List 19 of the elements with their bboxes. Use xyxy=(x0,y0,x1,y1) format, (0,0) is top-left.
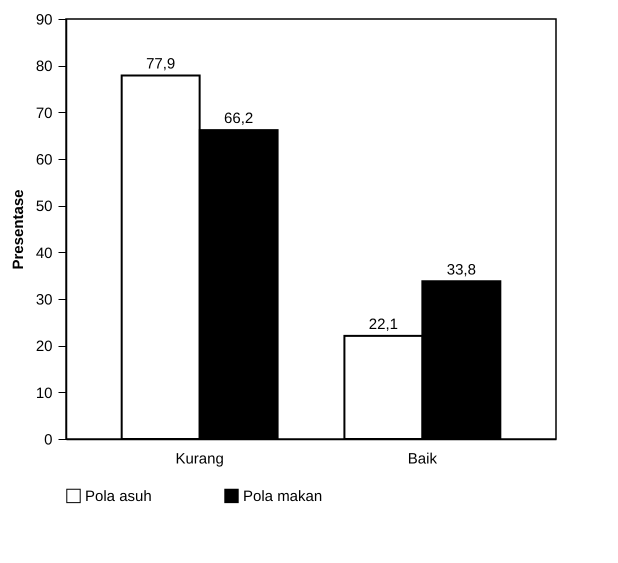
x-tick-label: Kurang xyxy=(175,450,224,468)
data-label: 66,2 xyxy=(224,110,254,128)
data-label: 77,9 xyxy=(146,55,176,72)
legend-label: Pola asuh xyxy=(85,488,152,505)
data-label: 33,8 xyxy=(446,261,476,278)
data-label: 22,1 xyxy=(368,316,398,333)
y-tick-label: 20 xyxy=(36,338,52,356)
y-tick-label: 30 xyxy=(36,292,52,308)
y-tick-label: 90 xyxy=(36,12,52,28)
y-tick-label: 60 xyxy=(36,152,52,168)
x-tick-label: Baik xyxy=(408,450,438,468)
y-tick-label: 40 xyxy=(36,244,52,262)
y-tick-label: 50 xyxy=(36,198,52,216)
y-axis-title: Presentase xyxy=(10,189,27,270)
y-tick-label: 80 xyxy=(36,58,52,76)
y-tick-label: 70 xyxy=(36,104,52,122)
legend-label: Pola makan xyxy=(243,488,322,505)
y-tick-label: 10 xyxy=(36,384,52,402)
y-tick-label: 0 xyxy=(44,432,52,448)
